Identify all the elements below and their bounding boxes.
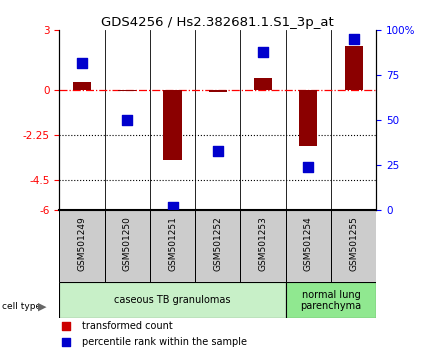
Text: cell type: cell type	[2, 302, 41, 311]
Text: caseous TB granulomas: caseous TB granulomas	[114, 295, 231, 306]
Bar	[118, 90, 136, 91]
Text: transformed count: transformed count	[81, 321, 172, 331]
Bar	[73, 82, 91, 90]
Point	[214, 148, 221, 154]
Text: percentile rank within the sample: percentile rank within the sample	[81, 337, 246, 347]
Bar	[59, 282, 286, 318]
Point	[305, 164, 312, 170]
Text: GSM501249: GSM501249	[77, 216, 87, 271]
Bar	[240, 210, 286, 282]
Point	[260, 49, 267, 55]
Text: GSM501255: GSM501255	[349, 216, 358, 271]
Point	[272, 113, 279, 119]
Bar	[59, 210, 105, 282]
Bar	[286, 210, 331, 282]
Point	[78, 60, 85, 65]
Bar	[164, 90, 182, 160]
Point	[350, 36, 357, 42]
Bar	[209, 90, 227, 92]
Point	[272, 259, 279, 264]
Point	[124, 118, 131, 123]
Bar	[286, 282, 376, 318]
Text: GSM501254: GSM501254	[304, 216, 313, 271]
Bar	[254, 78, 272, 90]
Text: GSM501250: GSM501250	[123, 216, 132, 271]
Text: GSM501252: GSM501252	[213, 216, 222, 271]
Bar	[195, 210, 240, 282]
Text: GSM501251: GSM501251	[168, 216, 177, 271]
Title: GDS4256 / Hs2.382681.1.S1_3p_at: GDS4256 / Hs2.382681.1.S1_3p_at	[102, 16, 334, 29]
Text: normal lung
parenchyma: normal lung parenchyma	[301, 290, 362, 311]
Text: GSM501253: GSM501253	[259, 216, 268, 271]
Bar	[299, 90, 317, 146]
Bar	[105, 210, 150, 282]
Text: ▶: ▶	[38, 301, 47, 311]
Bar	[331, 210, 376, 282]
Bar	[150, 210, 195, 282]
Bar	[345, 46, 363, 90]
Point	[169, 204, 176, 210]
